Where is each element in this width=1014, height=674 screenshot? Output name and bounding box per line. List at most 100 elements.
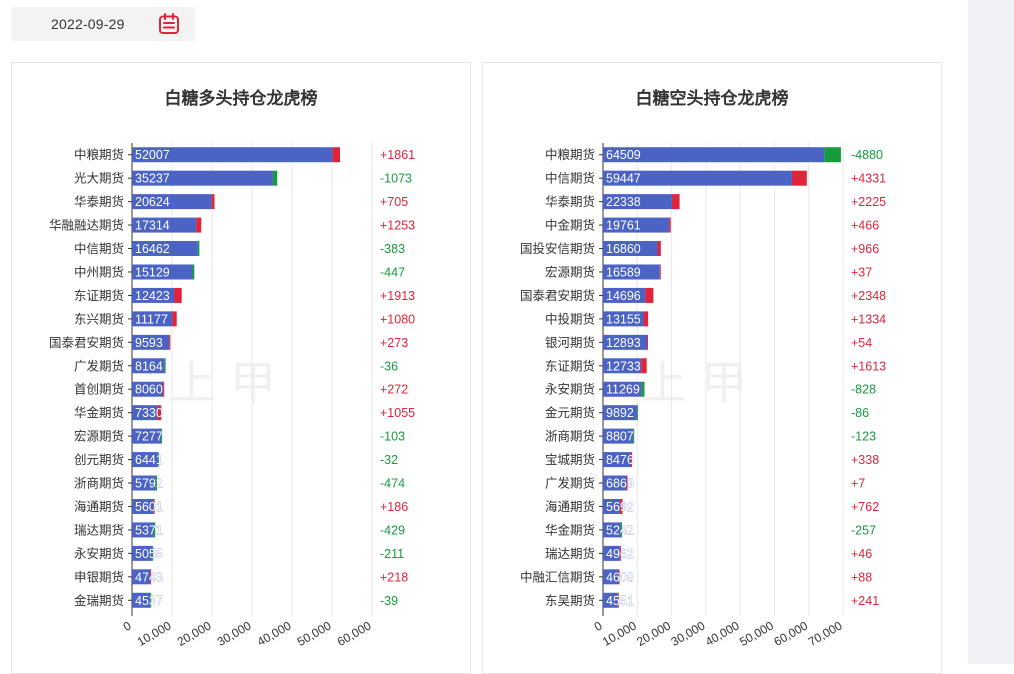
- change-label: +37: [851, 265, 872, 279]
- x-tick-label: 30,000: [669, 618, 708, 649]
- watermark: 上甲: [170, 357, 290, 409]
- position-bar: [603, 569, 619, 585]
- increase-bar: [163, 381, 165, 397]
- value-label: 19761: [606, 219, 641, 233]
- long-position-panel: 白糖多头持仓龙虎榜 上甲 中粮期货 52007 +1861 光大期货 35237 -1073 华…: [11, 62, 471, 674]
- value-label: 12733: [606, 359, 641, 373]
- change-label: +1080: [380, 312, 415, 326]
- category-label: 广发期货: [545, 476, 595, 491]
- decrease-bar: [161, 428, 163, 444]
- value-label: 5792: [135, 477, 163, 491]
- value-label: 16462: [135, 242, 170, 256]
- change-label: -474: [380, 477, 405, 491]
- change-label: -4880: [851, 148, 883, 162]
- position-bar: [603, 452, 631, 468]
- change-label: -447: [380, 265, 405, 279]
- change-label: +273: [380, 336, 408, 350]
- value-label: 5242: [606, 523, 634, 537]
- category-label: 中信期货: [545, 171, 595, 186]
- chart-title: 白糖多头持仓龙虎榜: [165, 88, 318, 108]
- increase-bar: [211, 194, 215, 210]
- position-bar: [132, 194, 212, 210]
- position-bar: [603, 405, 637, 421]
- increase-bar: [196, 217, 202, 233]
- increase-bar: [643, 311, 649, 327]
- position-bar: [603, 428, 634, 444]
- value-label: 35237: [135, 172, 170, 186]
- position-bar: [132, 405, 158, 421]
- category-label: 华融融达期货: [49, 218, 124, 233]
- increase-bar: [619, 498, 623, 514]
- position-bar: [603, 545, 620, 561]
- value-label: 22338: [606, 195, 641, 209]
- category-label: 金瑞期货: [74, 593, 124, 608]
- date-picker[interactable]: 2022-09-29: [11, 7, 195, 41]
- change-label: +88: [851, 570, 872, 584]
- change-label: +1861: [380, 148, 415, 162]
- category-label: 瑞达期货: [74, 522, 124, 537]
- increase-bar: [174, 287, 182, 303]
- position-bar: [132, 522, 154, 538]
- change-label: -1073: [380, 172, 412, 186]
- category-label: 华金期货: [74, 405, 124, 420]
- decrease-bar: [157, 452, 159, 468]
- change-label: +272: [380, 383, 408, 397]
- category-label: 浙商期货: [545, 429, 595, 444]
- position-bar: [132, 545, 153, 561]
- short-position-panel: 白糖空头持仓龙虎榜 上甲 中粮期货 64509 -4880 中信期货 59447 +4331 华…: [482, 62, 942, 674]
- decrease-bar: [824, 147, 841, 163]
- change-label: -383: [380, 242, 405, 256]
- position-bar: [132, 334, 170, 350]
- value-label: 13155: [606, 312, 641, 326]
- change-label: +186: [380, 500, 408, 514]
- calendar-icon[interactable]: [157, 12, 181, 36]
- category-label: 瑞达期货: [545, 546, 595, 561]
- change-label: -86: [851, 406, 869, 420]
- value-label: 6869: [606, 477, 634, 491]
- value-label: 5692: [606, 500, 634, 514]
- x-tick-label: 40,000: [255, 618, 294, 649]
- position-bar: [603, 170, 792, 186]
- category-label: 华泰期货: [545, 194, 595, 209]
- category-label: 广发期货: [74, 358, 124, 373]
- value-label: 17314: [135, 219, 170, 233]
- category-label: 中融汇信期货: [520, 569, 595, 584]
- position-bar: [132, 569, 151, 585]
- category-label: 中粮期货: [545, 147, 595, 162]
- change-label: -429: [380, 523, 405, 537]
- decrease-bar: [636, 405, 638, 421]
- position-bar: [603, 334, 648, 350]
- value-label: 4608: [606, 570, 634, 584]
- position-bar: [132, 170, 273, 186]
- position-bar: [603, 475, 627, 491]
- increase-bar: [618, 569, 620, 585]
- increase-bar: [172, 311, 177, 327]
- position-bar: [603, 381, 642, 397]
- position-bar: [132, 287, 175, 303]
- decrease-bar: [150, 592, 152, 608]
- position-bar: [603, 287, 646, 303]
- decrease-bar: [641, 381, 645, 397]
- decrease-bar: [272, 170, 278, 186]
- value-label: 16589: [606, 265, 641, 279]
- position-bar: [603, 358, 642, 374]
- decrease-bar: [620, 522, 622, 538]
- x-tick-label: 60,000: [771, 618, 810, 649]
- category-label: 金元期货: [545, 405, 595, 420]
- position-bar: [603, 311, 644, 327]
- value-label: 8476: [606, 453, 634, 467]
- change-label: +966: [851, 242, 879, 256]
- category-label: 中信期货: [74, 241, 124, 256]
- decrease-bar: [197, 241, 200, 257]
- x-tick-label: 0: [121, 618, 134, 634]
- category-label: 海通期货: [74, 499, 124, 514]
- value-label: 9593: [135, 336, 163, 350]
- position-bar: [132, 358, 165, 374]
- chart-title: 白糖空头持仓龙虎榜: [636, 88, 789, 108]
- value-label: 8807: [606, 430, 634, 444]
- category-label: 光大期货: [74, 171, 124, 186]
- category-label: 宝城期货: [545, 452, 595, 467]
- position-bar: [132, 452, 158, 468]
- x-tick-label: 0: [592, 618, 605, 634]
